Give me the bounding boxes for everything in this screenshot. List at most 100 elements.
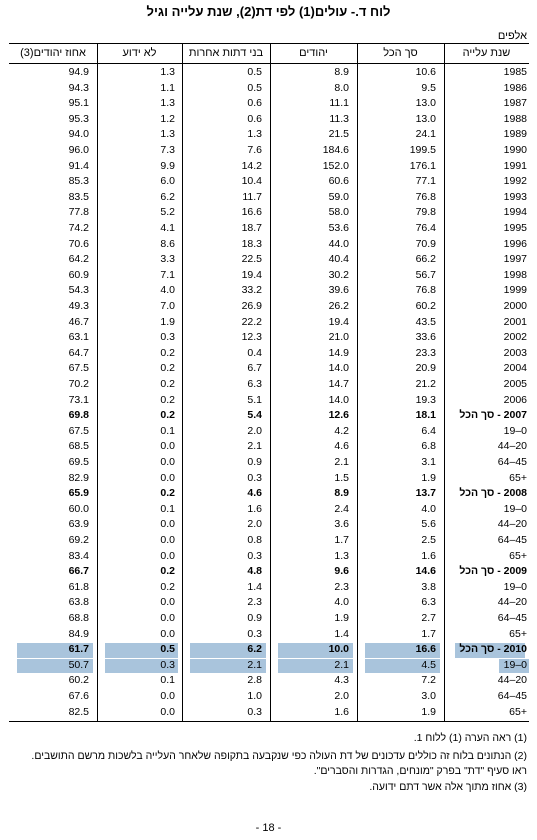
table-row: 49.3 7.0 26.9 26.2 60.2 2000 <box>0 299 537 315</box>
cell-pct: 61.7 <box>68 643 89 656</box>
cell-unknown: 0.2 <box>160 409 175 422</box>
cell-total: 16.6 <box>415 643 436 656</box>
cell-total: 6.8 <box>421 440 436 453</box>
cell-pct: 63.9 <box>68 518 89 531</box>
cell-unknown: 0.1 <box>160 424 175 437</box>
cell-unknown: 3.3 <box>160 253 175 266</box>
cell-unknown: 0.0 <box>160 612 175 624</box>
table-row: 70.6 8.6 18.3 44.0 70.9 1996 <box>0 237 537 253</box>
table-row: 95.3 1.2 0.6 11.3 13.0 1988 <box>0 112 537 128</box>
table-row: 60.0 0.1 1.6 2.4 4.0 0–19 <box>0 502 537 518</box>
cell-jews: 8.9 <box>334 66 349 78</box>
cell-year-label: 0–19 <box>503 424 527 437</box>
cell-year-label: 2004 <box>503 362 527 375</box>
table-row: 65.9 0.2 4.6 8.9 13.7 2008 - סך הכל <box>0 486 537 502</box>
cell-jews: 9.6 <box>334 565 349 578</box>
cell-pct: 60.0 <box>68 502 89 515</box>
cell-year-label: +65 <box>509 627 527 640</box>
cell-total: 1.9 <box>421 705 436 718</box>
page-number: - 18 - <box>255 822 282 834</box>
cell-other: 5.1 <box>247 393 262 406</box>
cell-unknown: 0.0 <box>160 549 175 562</box>
cell-total: 60.2 <box>415 300 436 312</box>
note-2: (2) הנתונים בלוח זה כוללים עדכונים של דת… <box>31 750 527 762</box>
highlight-shade <box>17 658 93 674</box>
table-row: 73.1 0.2 5.1 14.0 19.3 2006 <box>0 393 537 409</box>
header-total: סך הכל <box>383 47 418 59</box>
cell-pct: 95.1 <box>68 97 89 110</box>
cell-total: 3.0 <box>421 690 436 702</box>
cell-year-label: 0–19 <box>503 580 527 593</box>
cell-jews: 14.0 <box>328 362 349 375</box>
cell-total: 33.6 <box>415 331 436 344</box>
cell-pct: 69.2 <box>68 534 89 546</box>
cell-other: 1.6 <box>247 502 262 515</box>
cell-jews: 58.0 <box>328 206 349 219</box>
cell-unknown: 0.0 <box>160 518 175 531</box>
table-row: 70.2 0.2 6.3 14.7 21.2 2005 <box>0 377 537 393</box>
cell-year-label: +65 <box>509 705 527 718</box>
cell-other: 0.3 <box>247 471 262 484</box>
cell-other: 10.4 <box>241 175 262 188</box>
column-divider <box>97 43 98 721</box>
cell-total: 3.1 <box>421 456 436 468</box>
table-row: 96.0 7.3 7.6 184.6 199.5 1990 <box>0 143 537 159</box>
cell-pct: 60.9 <box>68 268 89 281</box>
cell-total: 19.3 <box>415 393 436 406</box>
cell-other: 22.2 <box>241 315 262 328</box>
cell-jews: 4.0 <box>334 596 349 609</box>
cell-year-label: 1999 <box>503 284 527 297</box>
cell-other: 2.8 <box>247 674 262 687</box>
cell-total: 13.7 <box>415 487 436 500</box>
cell-unknown: 7.1 <box>160 268 175 281</box>
cell-year-label: 45–64 <box>497 456 527 468</box>
cell-other: 5.4 <box>247 409 262 422</box>
cell-total: 2.5 <box>421 534 436 546</box>
cell-unknown: 8.6 <box>160 237 175 250</box>
cell-jews: 3.6 <box>334 518 349 531</box>
cell-other: 7.6 <box>247 144 262 156</box>
header-year: שנת עלייה <box>462 47 511 59</box>
cell-other: 14.2 <box>241 159 262 172</box>
highlight-shade <box>17 643 93 658</box>
column-divider <box>357 43 358 721</box>
cell-total: 4.0 <box>421 502 436 515</box>
table-row: 91.4 9.9 14.2 152.0 176.1 1991 <box>0 159 537 175</box>
cell-jews: 4.6 <box>334 440 349 453</box>
table-row: 54.3 4.0 33.2 39.6 76.8 1999 <box>0 283 537 299</box>
table-row: 74.2 4.1 18.7 53.6 76.4 1995 <box>0 221 537 237</box>
cell-pct: 64.2 <box>68 253 89 266</box>
cell-year-label: 2008 - סך הכל <box>459 487 527 500</box>
table-row: 68.5 0.0 2.1 4.6 6.8 20–44 <box>0 439 537 455</box>
cell-year-label: 2010 - סך הכל <box>459 643 527 656</box>
cell-pct: 94.0 <box>68 128 89 141</box>
column-divider <box>270 43 271 721</box>
cell-pct: 82.5 <box>68 705 89 718</box>
table-row: 94.0 1.3 1.3 21.5 24.1 1989 <box>0 127 537 143</box>
table-row: 50.7 0.3 2.1 2.1 4.5 0–19 <box>0 658 537 674</box>
cell-pct: 49.3 <box>68 300 89 312</box>
cell-year-label: 2009 - סך הכל <box>459 565 527 578</box>
cell-year-label: 1993 <box>503 190 527 203</box>
cell-pct: 46.7 <box>68 315 89 328</box>
table-row: 94.9 1.3 0.5 8.9 10.6 1985 <box>0 65 537 81</box>
cell-total: 18.1 <box>415 409 436 422</box>
cell-jews: 10.0 <box>328 643 349 656</box>
cell-unknown: 0.5 <box>160 643 175 656</box>
cell-unknown: 1.3 <box>160 97 175 110</box>
cell-unknown: 4.0 <box>160 284 175 297</box>
cell-jews: 1.6 <box>334 705 349 718</box>
cell-unknown: 0.2 <box>160 362 175 375</box>
cell-jews: 2.4 <box>334 502 349 515</box>
cell-jews: 53.6 <box>328 222 349 234</box>
table-row: 84.9 0.0 0.3 1.4 1.7 +65 <box>0 627 537 643</box>
highlight-shade <box>105 658 178 674</box>
table-row: 67.5 0.1 2.0 4.2 6.4 0–19 <box>0 424 537 440</box>
table-row: 69.8 0.2 5.4 12.6 18.1 2007 - סך הכל <box>0 408 537 424</box>
table-row: 66.7 0.2 4.8 9.6 14.6 2009 - סך הכל <box>0 564 537 580</box>
cell-year-label: +65 <box>509 471 527 484</box>
highlight-shade <box>499 658 529 674</box>
cell-total: 6.4 <box>421 424 436 437</box>
table-row: 63.1 0.3 12.3 21.0 33.6 2002 <box>0 330 537 346</box>
cell-year-label: 2003 <box>503 346 527 359</box>
